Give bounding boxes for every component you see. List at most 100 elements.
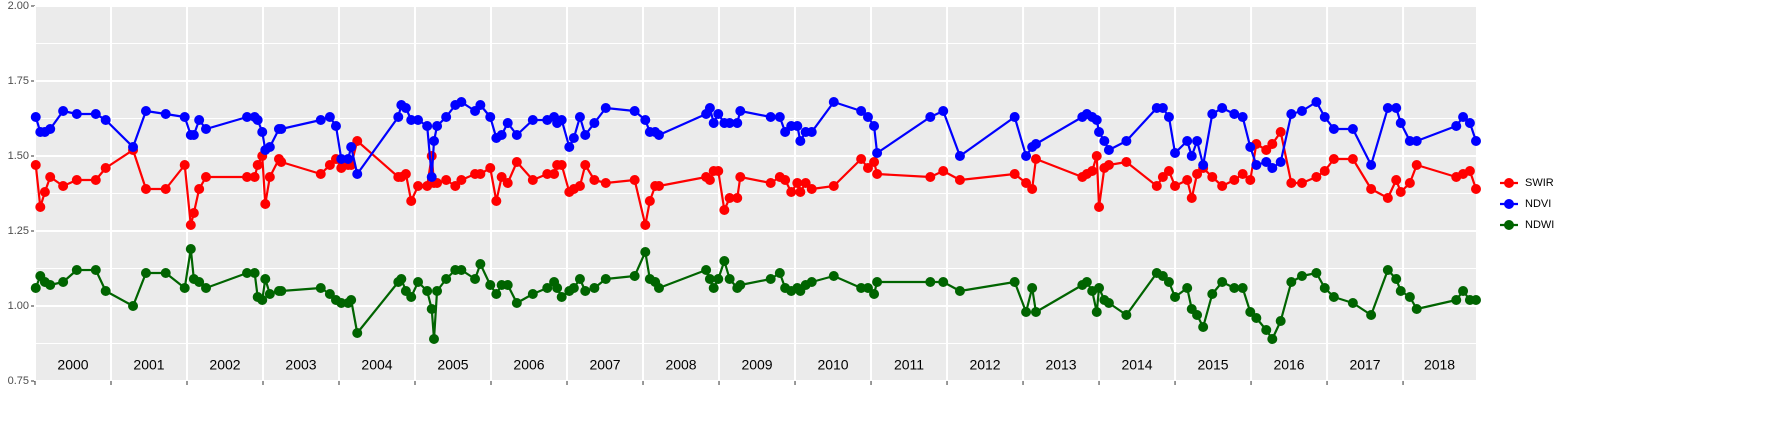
- data-point: [413, 277, 424, 287]
- data-point: [260, 274, 271, 284]
- data-point: [954, 151, 965, 161]
- data-point: [862, 112, 873, 122]
- data-point: [1458, 112, 1469, 122]
- y-tick-label: 1.25: [8, 225, 29, 237]
- data-point: [1027, 184, 1038, 194]
- data-point: [1198, 322, 1209, 332]
- data-point: [704, 103, 715, 113]
- data-point: [653, 181, 664, 191]
- data-point: [511, 157, 522, 167]
- data-point: [249, 172, 260, 182]
- data-point: [640, 247, 651, 257]
- data-point: [1237, 112, 1248, 122]
- data-point: [100, 115, 111, 125]
- data-point: [201, 124, 212, 134]
- data-point: [1451, 121, 1462, 131]
- year-label: 2011: [894, 357, 924, 373]
- data-point: [71, 109, 82, 119]
- year-label: 2016: [1273, 357, 1304, 373]
- data-point: [406, 292, 417, 302]
- data-point: [1094, 202, 1105, 212]
- data-point: [795, 136, 806, 146]
- data-point: [1382, 265, 1393, 275]
- data-point: [140, 184, 151, 194]
- data-point: [792, 178, 803, 188]
- data-point: [1366, 160, 1377, 170]
- data-point: [872, 169, 883, 179]
- data-point: [1151, 181, 1162, 191]
- data-point: [1192, 169, 1203, 179]
- data-point: [343, 154, 354, 164]
- data-point: [869, 121, 880, 131]
- data-point: [1275, 127, 1286, 137]
- data-point: [441, 175, 452, 185]
- data-point: [1328, 124, 1339, 134]
- data-point: [71, 265, 82, 275]
- data-point: [1182, 175, 1193, 185]
- data-point: [179, 283, 190, 293]
- data-point: [1087, 166, 1098, 176]
- data-point: [491, 289, 502, 299]
- data-point: [1411, 160, 1422, 170]
- data-point: [315, 115, 326, 125]
- data-point: [568, 283, 579, 293]
- data-point: [1157, 103, 1168, 113]
- data-point: [1275, 316, 1286, 326]
- data-point: [475, 259, 486, 269]
- data-point: [872, 277, 883, 287]
- data-point: [704, 274, 715, 284]
- data-point: [527, 289, 538, 299]
- data-point: [45, 280, 56, 290]
- data-point: [1347, 154, 1358, 164]
- data-point: [1251, 160, 1262, 170]
- data-point: [160, 184, 171, 194]
- data-point: [1170, 181, 1181, 191]
- data-point: [724, 118, 735, 128]
- legend-key-point: [1504, 199, 1514, 209]
- data-point: [1121, 310, 1132, 320]
- data-point: [502, 118, 513, 128]
- data-point: [644, 196, 655, 206]
- data-point: [1395, 118, 1406, 128]
- data-point: [1157, 271, 1168, 281]
- data-point: [828, 181, 839, 191]
- data-point: [485, 163, 496, 173]
- data-point: [1030, 307, 1041, 317]
- year-label: 2009: [741, 357, 772, 373]
- data-point: [735, 106, 746, 116]
- data-point: [456, 97, 467, 107]
- data-point: [1091, 307, 1102, 317]
- data-point: [194, 184, 205, 194]
- data-point: [1229, 283, 1240, 293]
- data-point: [252, 160, 263, 170]
- data-point: [1182, 283, 1193, 293]
- data-point: [704, 175, 715, 185]
- data-point: [1391, 274, 1402, 284]
- data-point: [856, 283, 867, 293]
- data-point: [564, 142, 575, 152]
- data-point: [1404, 178, 1415, 188]
- data-point: [352, 328, 363, 338]
- data-point: [429, 136, 440, 146]
- data-point: [1094, 127, 1105, 137]
- data-point: [346, 142, 357, 152]
- data-point: [862, 163, 873, 173]
- data-point: [1391, 175, 1402, 185]
- data-point: [179, 160, 190, 170]
- data-point: [1121, 157, 1132, 167]
- data-point: [1411, 304, 1422, 314]
- data-point: [426, 172, 437, 182]
- data-point: [413, 115, 424, 125]
- data-point: [713, 109, 724, 119]
- data-point: [938, 277, 949, 287]
- data-point: [828, 271, 839, 281]
- data-point: [1319, 112, 1330, 122]
- year-label: 2007: [589, 357, 620, 373]
- year-label: 2005: [437, 357, 468, 373]
- data-point: [1192, 310, 1203, 320]
- data-point: [552, 283, 563, 293]
- data-point: [1099, 136, 1110, 146]
- data-point: [954, 286, 965, 296]
- y-tick-label: 2.00: [8, 0, 29, 12]
